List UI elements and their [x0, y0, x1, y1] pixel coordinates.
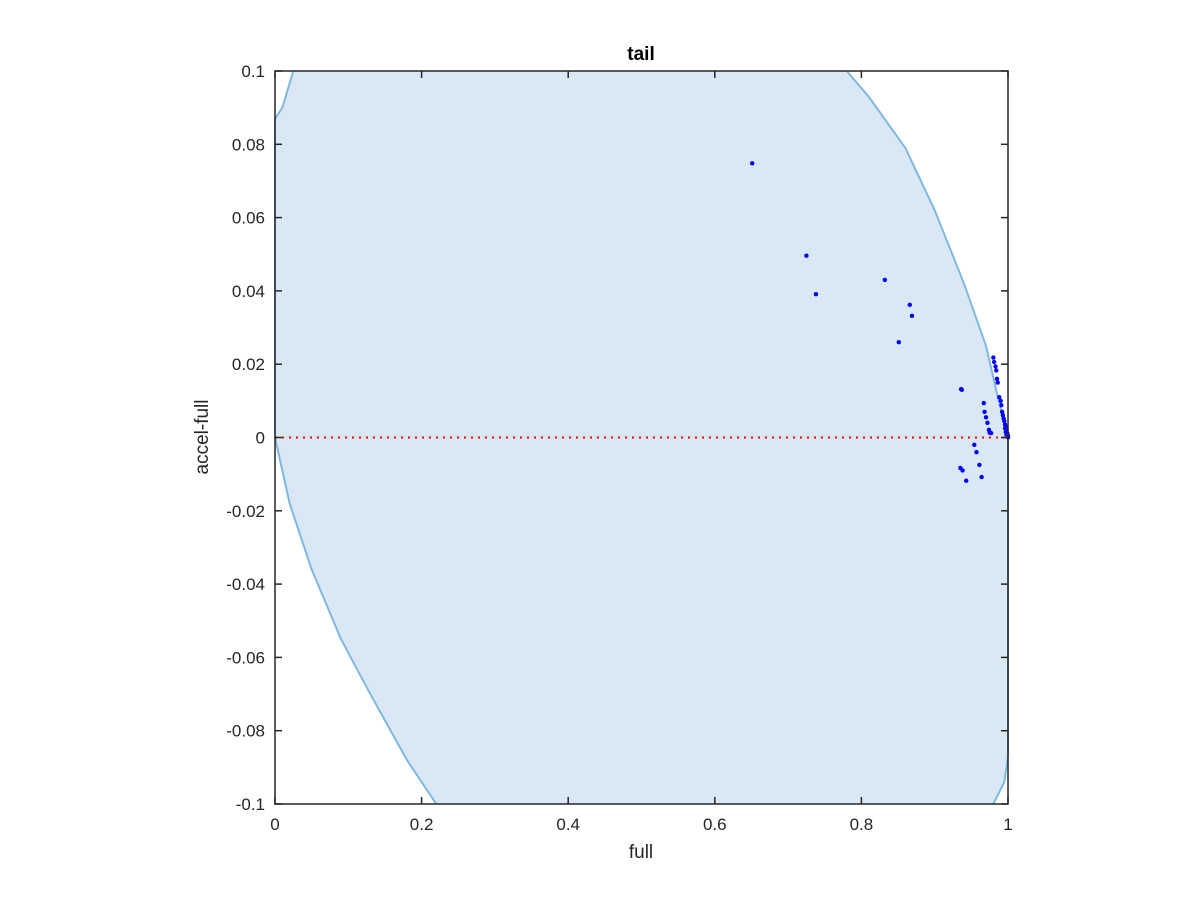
- data-point: [1003, 429, 1009, 435]
- data-point: [972, 442, 977, 448]
- x-tick-label: 0.8: [850, 815, 874, 834]
- y-tick-label: -0.1: [236, 795, 265, 814]
- data-point: [982, 409, 987, 415]
- data-point: [993, 364, 998, 369]
- data-point: [974, 449, 979, 455]
- y-tick-label: -0.08: [226, 722, 265, 741]
- data-point: [979, 474, 984, 480]
- data-point: [907, 302, 912, 308]
- x-tick-label: 0: [270, 815, 279, 834]
- data-point: [958, 465, 963, 471]
- data-point: [896, 340, 901, 345]
- data-point: [983, 415, 989, 420]
- tick-labels: 0 0.2 0.4 0.6 0.8 1 -0.1 -0.08 -0.06 -0.04 -0.02 0 0…: [226, 62, 1012, 834]
- y-tick-label: -0.06: [226, 648, 265, 667]
- y-tick-label: 0.1: [241, 62, 265, 81]
- data-point: [1002, 426, 1008, 431]
- data-point: [994, 376, 1000, 382]
- region-fill: [275, 71, 1008, 804]
- y-tick-label: 0.08: [232, 135, 265, 154]
- y-axis-label: accel-full: [192, 400, 213, 475]
- x-tick-label: 1: [1003, 815, 1012, 834]
- y-tick-label: 0: [256, 429, 265, 448]
- data-point: [999, 409, 1005, 415]
- data-point: [985, 420, 990, 426]
- y-tick-label: 0.04: [232, 282, 265, 301]
- feasible-region: [274, 70, 1009, 805]
- data-point: [1000, 412, 1006, 418]
- data-point: [981, 400, 987, 406]
- data-point: [1002, 418, 1007, 424]
- data-point: [991, 355, 996, 360]
- data-point: [977, 462, 982, 468]
- data-point: [999, 403, 1004, 408]
- region-right-boundary: [845, 70, 1009, 805]
- data-point: [997, 394, 1002, 400]
- y-tick-label: 0.06: [232, 209, 265, 228]
- axes: [274, 70, 1009, 805]
- data-point: [988, 430, 994, 436]
- data-point: [964, 478, 969, 483]
- data-point: [959, 387, 965, 393]
- data-point: [882, 277, 888, 283]
- scatter-points: [749, 161, 1011, 483]
- data-point: [998, 398, 1003, 404]
- data-point: [909, 313, 915, 319]
- y-tick-label: 0.02: [232, 355, 265, 374]
- x-axis-label: full: [629, 842, 653, 863]
- region-left-boundary: [274, 70, 438, 805]
- x-tick-label: 0.4: [556, 815, 580, 834]
- data-point: [991, 359, 997, 365]
- data-point: [749, 161, 755, 166]
- data-point: [813, 291, 819, 297]
- data-point: [804, 253, 809, 258]
- y-tick-label: -0.02: [226, 502, 265, 521]
- x-tick-label: 0.6: [703, 815, 727, 834]
- y-tick-label: -0.04: [226, 575, 265, 594]
- x-tick-label: 0.2: [410, 815, 434, 834]
- chart-title: tail: [627, 44, 654, 65]
- data-point: [994, 368, 999, 373]
- data-point: [995, 380, 1000, 385]
